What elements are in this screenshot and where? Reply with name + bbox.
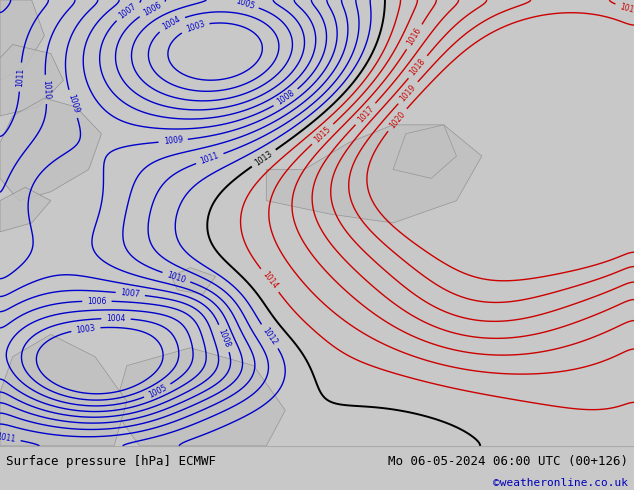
Text: 1009: 1009 — [66, 94, 80, 115]
Text: 1006: 1006 — [141, 0, 163, 18]
Text: 1010: 1010 — [166, 270, 187, 285]
Text: 1003: 1003 — [75, 323, 96, 335]
Polygon shape — [393, 125, 456, 178]
Polygon shape — [114, 348, 285, 446]
Text: 1012: 1012 — [261, 326, 279, 347]
Text: 1016: 1016 — [406, 26, 424, 48]
Text: Surface pressure [hPa] ECMWF: Surface pressure [hPa] ECMWF — [6, 455, 216, 468]
Text: 1019: 1019 — [619, 2, 634, 16]
Polygon shape — [171, 268, 216, 294]
Text: Mo 06-05-2024 06:00 UTC (00+126): Mo 06-05-2024 06:00 UTC (00+126) — [387, 455, 628, 468]
Polygon shape — [0, 98, 101, 201]
Text: ©weatheronline.co.uk: ©weatheronline.co.uk — [493, 478, 628, 489]
Text: 1005: 1005 — [234, 0, 256, 11]
Text: 1011: 1011 — [0, 432, 16, 443]
Text: 1007: 1007 — [120, 289, 140, 299]
Text: 1005: 1005 — [147, 383, 168, 399]
Text: 1013: 1013 — [254, 149, 275, 167]
Text: 1010: 1010 — [41, 79, 51, 99]
Text: 1019: 1019 — [398, 83, 418, 103]
Text: 1020: 1020 — [387, 110, 407, 130]
Text: 1017: 1017 — [356, 104, 375, 124]
Text: 1003: 1003 — [184, 20, 206, 34]
Polygon shape — [0, 0, 44, 80]
Text: 1006: 1006 — [87, 296, 107, 306]
Text: 1011: 1011 — [15, 67, 25, 87]
Text: 1011: 1011 — [199, 151, 220, 166]
Text: 1014: 1014 — [261, 270, 279, 291]
Text: 1008: 1008 — [216, 328, 231, 349]
Text: 1008: 1008 — [276, 89, 297, 107]
Polygon shape — [0, 45, 63, 116]
Text: 1015: 1015 — [313, 124, 333, 144]
Text: 1004: 1004 — [161, 15, 182, 32]
Text: 1004: 1004 — [107, 314, 126, 323]
Text: 1018: 1018 — [408, 57, 427, 77]
Text: 1007: 1007 — [117, 2, 138, 21]
Polygon shape — [0, 187, 51, 232]
Text: 1009: 1009 — [163, 135, 183, 146]
Polygon shape — [0, 334, 127, 446]
Polygon shape — [266, 125, 482, 223]
